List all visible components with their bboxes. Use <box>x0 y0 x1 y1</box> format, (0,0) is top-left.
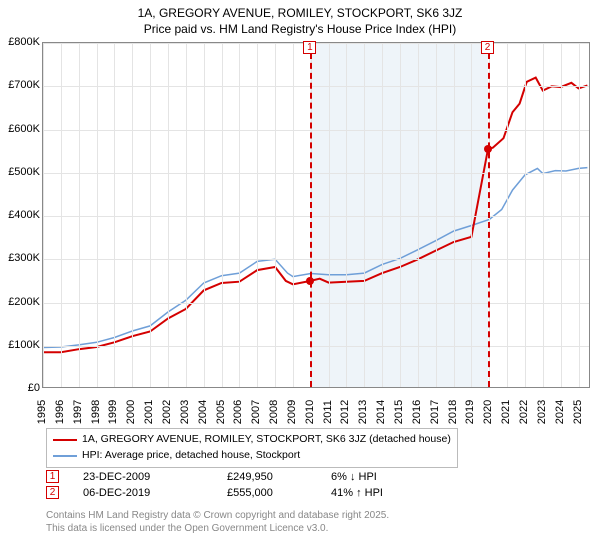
legend-row-red: 1A, GREGORY AVENUE, ROMILEY, STOCKPORT, … <box>53 432 451 448</box>
legend-row-blue: HPI: Average price, detached house, Stoc… <box>53 448 451 464</box>
marker-badge-1: 1 <box>46 470 59 483</box>
data-price-1: £249,950 <box>227 471 331 483</box>
footer-line-2: This data is licensed under the Open Gov… <box>46 523 389 536</box>
chart-container: 1A, GREGORY AVENUE, ROMILEY, STOCKPORT, … <box>0 0 600 560</box>
legend: 1A, GREGORY AVENUE, ROMILEY, STOCKPORT, … <box>46 428 458 468</box>
footer-line-1: Contains HM Land Registry data © Crown c… <box>46 510 389 523</box>
legend-label-blue: HPI: Average price, detached house, Stoc… <box>82 448 300 464</box>
data-delta-1: 6% ↓ HPI <box>331 471 377 483</box>
data-date-2: 06-DEC-2019 <box>83 487 227 499</box>
data-date-1: 23-DEC-2009 <box>83 471 227 483</box>
footer: Contains HM Land Registry data © Crown c… <box>46 510 389 535</box>
marker-badge-2: 2 <box>46 486 59 499</box>
legend-swatch-blue <box>53 455 77 457</box>
chart-subtitle: Price paid vs. HM Land Registry's House … <box>0 22 600 36</box>
data-row-2: 2 06-DEC-2019 £555,000 41% ↑ HPI <box>46 486 383 499</box>
legend-swatch-red <box>53 439 77 441</box>
plot-area <box>42 42 590 388</box>
data-rows: 1 23-DEC-2009 £249,950 6% ↓ HPI 2 06-DEC… <box>46 470 383 502</box>
chart-title: 1A, GREGORY AVENUE, ROMILEY, STOCKPORT, … <box>0 0 600 22</box>
data-delta-2: 41% ↑ HPI <box>331 487 383 499</box>
data-row-1: 1 23-DEC-2009 £249,950 6% ↓ HPI <box>46 470 383 483</box>
data-price-2: £555,000 <box>227 487 331 499</box>
legend-label-red: 1A, GREGORY AVENUE, ROMILEY, STOCKPORT, … <box>82 432 451 448</box>
